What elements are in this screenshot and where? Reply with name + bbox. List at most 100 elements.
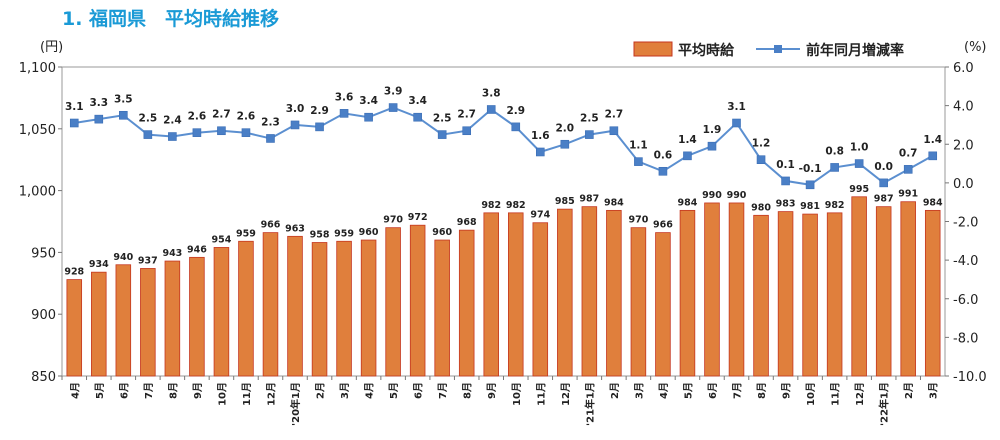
- line-value-label: 2.6: [188, 111, 207, 123]
- bar: [409, 224, 426, 377]
- bar: [336, 240, 352, 377]
- line-marker: [94, 114, 104, 124]
- line-marker: [535, 147, 545, 157]
- right-tick-label: -10.0: [953, 370, 987, 385]
- line-value-label: 1.9: [703, 124, 722, 136]
- x-axis-categories: 4月 5月 6月 7月 8月 9月 10月 11月 12月 '20年1月 2月 3月 4月 5月 6月 7月 8…: [61, 376, 940, 426]
- legend-line-label: 前年同月増減率: [806, 42, 904, 59]
- bar-value-label: 987: [579, 194, 599, 205]
- bar-value-label: 959: [236, 228, 256, 239]
- line-marker: [707, 141, 717, 151]
- x-category-label: 2月: [609, 382, 621, 399]
- x-category-label: 7月: [732, 382, 744, 399]
- bar-value-label: 984: [678, 197, 698, 208]
- line-marker: [756, 155, 766, 164]
- x-category-label: '21年1月: [583, 382, 596, 426]
- x-category-label: 8月: [756, 382, 768, 399]
- line-value-label: 2.0: [556, 122, 575, 134]
- x-category-label: 12月: [854, 382, 866, 406]
- x-category-label: 3月: [633, 382, 645, 399]
- bar: [875, 206, 892, 377]
- line-marker: [266, 134, 275, 143]
- line-marker: [413, 112, 422, 122]
- line-marker: [315, 122, 324, 132]
- left-tick-label: 950: [31, 246, 56, 261]
- line-value-label: 0.0: [874, 161, 893, 173]
- legend: 平均時給 前年同月増減率: [633, 41, 904, 59]
- x-category-label: 6月: [707, 382, 719, 399]
- bar: [458, 229, 475, 377]
- x-category-label: 10月: [216, 382, 228, 406]
- x-category-label: 9月: [192, 382, 204, 399]
- bar-value-label: 934: [89, 259, 109, 270]
- line-value-label: 1.4: [923, 134, 942, 146]
- bar-value-label: 990: [727, 190, 747, 201]
- line-marker: [217, 126, 226, 136]
- bar-value-label: 981: [800, 201, 820, 212]
- line-value-label: 2.4: [163, 115, 182, 127]
- x-category-label: 12月: [560, 382, 572, 406]
- left-tick-label: 1,050: [19, 123, 56, 138]
- line-value-label: 2.5: [433, 113, 452, 125]
- line-marker: [560, 139, 570, 149]
- line-marker: [462, 126, 472, 136]
- line-marker: [69, 118, 79, 128]
- line-value-label: 3.4: [408, 95, 427, 107]
- bar: [262, 232, 279, 377]
- line-value-label: 2.3: [261, 116, 280, 128]
- bar: [508, 212, 524, 377]
- line-marker: [928, 151, 938, 161]
- bar: [532, 222, 549, 377]
- line-value-label: -0.1: [799, 163, 822, 175]
- legend-bar-swatch: [633, 41, 673, 57]
- x-category-label: 6月: [118, 382, 130, 399]
- x-category-label: 5月: [388, 382, 400, 399]
- line-value-label: 3.9: [384, 86, 403, 98]
- left-tick-label: 1,000: [19, 185, 56, 200]
- right-tick-label: -8.0: [953, 331, 978, 346]
- bar: [802, 213, 818, 377]
- right-tick-label: 4.0: [953, 100, 974, 115]
- bar: [753, 214, 769, 377]
- bar: [557, 208, 573, 377]
- bar: [164, 260, 181, 377]
- x-category-label: 10月: [805, 382, 817, 406]
- left-tick-label: 1,100: [19, 61, 56, 76]
- bar: [777, 211, 794, 377]
- line-value-label: 2.7: [212, 109, 231, 121]
- bar-value-label: 943: [162, 248, 182, 259]
- line-marker: [609, 126, 619, 136]
- x-category-label: '22年1月: [878, 382, 891, 426]
- line-marker: [781, 176, 790, 186]
- bar: [606, 209, 622, 377]
- bar: [900, 201, 916, 377]
- line-value-label: 3.4: [359, 95, 378, 107]
- line-marker: [486, 105, 496, 114]
- line-marker: [585, 130, 594, 139]
- bar: [311, 242, 328, 377]
- x-category-label: '20年1月: [289, 382, 302, 426]
- x-category-label: 4月: [69, 382, 81, 399]
- bar: [287, 235, 303, 377]
- x-category-label: 2月: [315, 382, 327, 399]
- line-marker: [805, 180, 815, 190]
- bar: [115, 264, 132, 377]
- bar: [140, 268, 156, 377]
- line-marker: [388, 103, 398, 112]
- line-value-label: 0.1: [776, 159, 795, 171]
- x-category-label: 4月: [658, 382, 670, 399]
- line-marker: [168, 132, 177, 141]
- bar: [360, 239, 377, 377]
- line-value-label: 3.6: [335, 91, 354, 103]
- line-marker: [290, 120, 300, 130]
- x-category-label: 11月: [830, 382, 842, 406]
- line-value-label: 0.8: [825, 145, 844, 157]
- line-marker: [683, 151, 692, 161]
- bar-value-label: 958: [310, 230, 330, 241]
- bar-value-label: 963: [285, 223, 305, 234]
- bar-value-label: 987: [874, 194, 894, 205]
- line-value-label: 2.7: [457, 109, 476, 121]
- bar-value-label: 983: [776, 199, 796, 210]
- line-value-label: 3.3: [89, 97, 108, 109]
